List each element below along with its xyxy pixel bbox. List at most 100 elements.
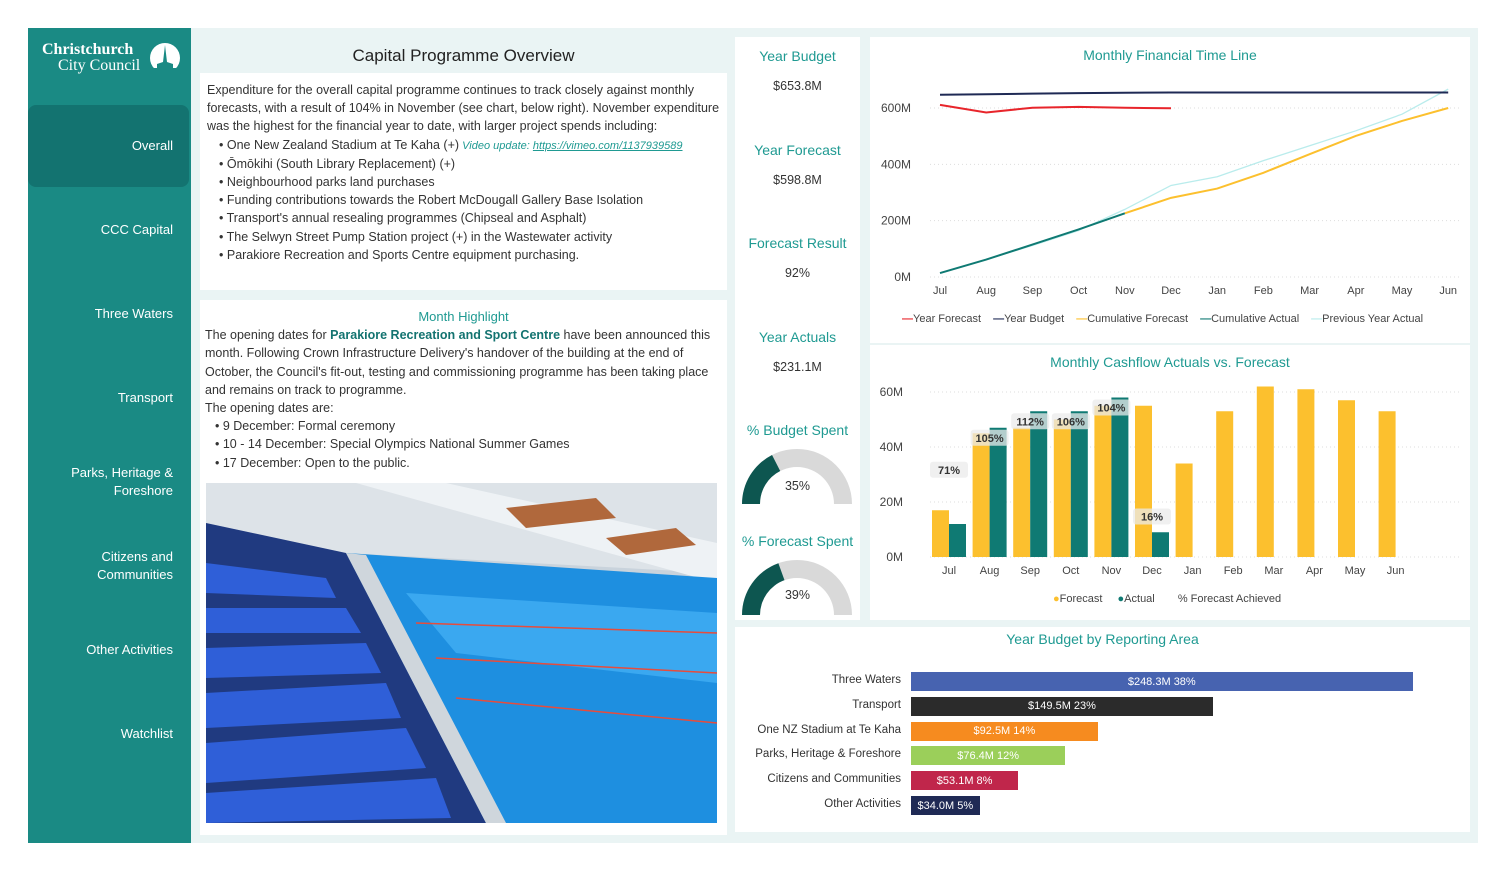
cashflow-title: Monthly Cashflow Actuals vs. Forecast [1050,354,1290,370]
x-tick-label: Feb [1224,565,1243,577]
bar-data-label: $34.0M 5% [917,799,974,812]
bullet-text: Neighbourhood parks land purchases [226,175,435,190]
year-actuals-label: Year Actuals [758,329,837,345]
sidebar-item-citizens-and-communities[interactable]: Citizens and Communities [28,525,189,607]
legend-item: —Previous Year Actual [1311,313,1424,325]
x-tick-label: Aug [980,565,1000,577]
kpi-panel: Year Budget $653.8M Year Forecast $598.8… [735,37,860,620]
sidebar-item-overall[interactable]: Overall [28,105,189,187]
video-label: Video update: [462,139,530,152]
budget-spent-label: % Budget Spent [746,422,849,438]
forecast-bar [1338,400,1355,557]
video-link[interactable]: https://vimeo.com/1137939589 [532,139,683,152]
actual-bar [1152,532,1169,557]
sidebar-item-watchlist[interactable]: Watchlist [28,693,189,775]
sidebar-item-label: Transport [117,390,173,405]
y-tick-label: 60M [880,385,903,399]
area-label: Transport [852,698,901,711]
year-budget-value: $653.8M [773,79,822,93]
overview-intro: Expenditure for the overall capital prog… [207,83,720,134]
legend-item: —Year Forecast [902,313,982,325]
highlight-dates: 9 December: Formal ceremony10 - 14 Decem… [205,417,722,472]
x-tick-label: May [1392,285,1413,297]
sidebar-item-label: Three Waters [94,306,173,321]
year-forecast-label: Year Forecast [754,142,841,158]
area-label: Parks, Heritage & Foreshore [755,748,901,761]
bullet-text: Transport's annual resealing programmes … [226,211,587,226]
cashflow-card: Monthly Cashflow Actuals vs. Forecast 0M… [870,345,1470,620]
y-tick-label: 40M [880,440,903,454]
budget-area-title: Year Budget by Reporting Area [1006,631,1199,647]
area-bar: $76.4M 12% [911,746,1066,766]
timeline-chart: 0M 200M 400M 600M Jul Aug Sep Oct Nov Dec Jan Feb Ma… [881,88,1460,297]
sidebar-item-ccc-capital[interactable]: CCC Capital [28,189,189,271]
sidebar-item-label: Watchlist [120,726,173,741]
line-cumulative-actual [939,212,1126,275]
budget-area-card: Year Budget by Reporting Area Three Wate… [735,627,1470,832]
legend-forecast-label: Forecast [1059,593,1103,605]
legend-label: Year Budget [1004,313,1065,325]
sidebar-item-parks-heritage-foreshore[interactable]: Parks, Heritage & Foreshore [28,441,189,523]
x-tick-label: Nov [1115,285,1135,297]
actual-bar [989,427,1007,557]
achieved-label-bg [970,429,1009,446]
achieved-label-bg [1011,413,1050,430]
budget-spent-value: 35% [784,479,811,493]
cashflow-legend: ●Forecast ●Actual % Forecast Achieved [1053,593,1287,605]
x-tick-label: May [1345,565,1366,577]
gauge-fill [742,454,781,504]
forecast-result-value: 92% [784,266,811,280]
achieved-label: 71% [938,465,960,477]
line-cumulative-forecast [1124,107,1449,215]
x-tick-label: Sep [1020,565,1040,577]
sidebar-item-label: CCC Capital [100,222,173,237]
x-tick-label: Dec [1161,285,1181,297]
area-label: Three Waters [831,674,901,686]
achieved-label: 106% [1057,416,1085,428]
bar-data-label: $92.5M 14% [973,725,1036,738]
sidebar-item-transport[interactable]: Transport [28,357,189,439]
x-tick-label: Jan [1208,285,1226,297]
bar-data-label: $76.4M 12% [957,749,1020,762]
legend-actual-label: Actual [1124,593,1155,605]
bar-data-label: $53.1M 8% [936,774,993,787]
sidebar-item-three-waters[interactable]: Three Waters [28,273,189,355]
legend-label: Cumulative Actual [1211,313,1300,325]
council-logo: Christchurch City Council [42,41,180,76]
bar-data-label: $248.3M 38% [1127,675,1196,688]
x-tick-label: Jun [1387,565,1405,577]
sidebar-item-other-activities[interactable]: Other Activities [28,609,189,691]
overview-bullet: Transport's annual resealing programmes … [219,209,720,227]
sidebar-item-label: Citizens and Communities [97,549,173,582]
overview-bullet: Funding contributions towards the Robert… [219,191,720,209]
sidebar-item-label: Other Activities [86,642,173,657]
forecast-spent-gauge [742,560,852,615]
bullet-text: The Selwyn Street Pump Station project (… [226,229,613,244]
x-tick-label: Jul [942,565,956,577]
gauge-fill [742,563,785,615]
logo-line1: Christchurch [42,41,134,58]
area-bar: $53.1M 8% [911,771,1019,791]
forecast-spent-value: 39% [784,588,811,602]
x-tick-label: Mar [1264,565,1283,577]
highlight-text: The opening dates for Parakiore Recreati… [205,326,722,399]
forecast-bar [1216,411,1234,557]
y-tick-label: 20M [880,495,903,509]
achieved-label-bg [1051,413,1090,430]
forecast-bar [932,510,949,557]
overview-bullets: One New Zealand Stadium at Te Kaha (+) V… [207,136,720,264]
line-previous-year-actual [939,88,1449,274]
logo-line2: City Council [58,57,141,74]
bullet-text: Funding contributions towards the Robert… [226,193,644,208]
y-tick-label: 0M [886,550,903,564]
forecast-bar [972,433,990,557]
highlight-bold: Parakiore Recreation and Sport Centre [330,328,561,343]
legend-achieved: % Forecast Achieved [1177,593,1282,605]
x-tick-label: Jun [1439,285,1457,297]
bar-data-label: $149.5M 23% [1028,700,1096,713]
cashflow-chart: 0M 20M 40M 60M Jul 71% Aug 105% Sep 112% Oct 106% No… [880,385,1460,577]
actual-bar [1070,411,1088,557]
financial-timeline-card: Monthly Financial Time Line 0M 200M 400M 60… [870,37,1470,343]
overview-title: Capital Programme Overview [352,46,575,65]
timeline-legend: —Year Forecast —Year Budget —Cumulative Fo… [902,313,1435,325]
